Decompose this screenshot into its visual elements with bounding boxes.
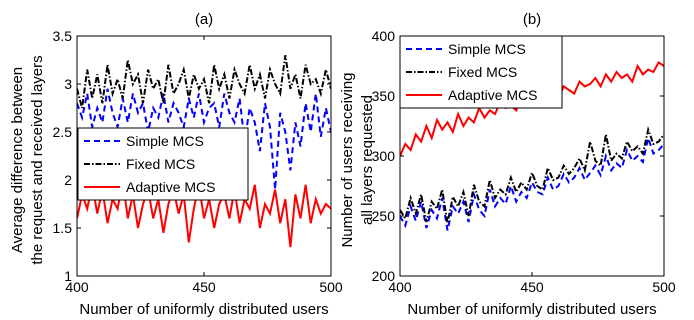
- y-tick-label: 1.5: [53, 220, 73, 236]
- series-line-1: [77, 55, 331, 109]
- y-tick-label: 400: [372, 28, 396, 44]
- panel-a: 400 450 500 1 1.5 2 2.5 3 3.5 (a) Number of unifor…: [9, 11, 343, 318]
- x-tick-label: 450: [192, 279, 216, 295]
- legend-label: Fixed MCS: [448, 64, 517, 80]
- legend-label: Adaptive MCS: [448, 87, 537, 103]
- chart-title: (a): [195, 11, 213, 28]
- x-tick-label: 500: [652, 279, 676, 295]
- x-tick-label: 400: [65, 279, 89, 295]
- y-tick-label: 2: [64, 172, 72, 188]
- chart-title: (b): [523, 11, 541, 28]
- y-tick-label: 2.5: [53, 124, 73, 140]
- y-tick-label: 250: [372, 208, 396, 224]
- y-tick-label: 3.5: [53, 28, 73, 44]
- legend: Simple MCS Fixed MCS Adaptive MCS: [399, 35, 563, 109]
- x-tick-label: 500: [319, 279, 343, 295]
- series-line-0: [400, 134, 664, 231]
- series-line-0: [77, 88, 331, 190]
- legend-label: Fixed MCS: [126, 156, 195, 172]
- y-tick-label: 200: [372, 268, 396, 284]
- y-axis-label-line: Number of users receiving: [339, 72, 356, 247]
- legend-label: Simple MCS: [126, 133, 204, 149]
- x-axis-label: Number of uniformly distributed users: [407, 301, 656, 318]
- x-axis-label: Number of uniformly distributed users: [79, 301, 328, 318]
- x-tick-label: 450: [520, 279, 544, 295]
- y-axis-label-line: the request and received layers: [29, 55, 46, 264]
- legend: Simple MCS Fixed MCS Adaptive MCS: [77, 127, 249, 201]
- y-axis-label-line: all layers requested: [359, 95, 376, 225]
- panel-b: 400 450 500 200 250 300 350 400 (b) Number of uni…: [339, 11, 676, 318]
- legend-label: Simple MCS: [448, 41, 526, 57]
- legend-label: Adaptive MCS: [126, 179, 215, 195]
- y-axis-label-line: Average difference between: [9, 67, 26, 253]
- y-tick-label: 350: [372, 88, 396, 104]
- y-tick-label: 300: [372, 148, 396, 164]
- y-tick-label: 1: [64, 268, 72, 284]
- x-tick-label: 400: [388, 279, 412, 295]
- y-tick-label: 3: [64, 76, 72, 92]
- series-line-1: [400, 126, 664, 224]
